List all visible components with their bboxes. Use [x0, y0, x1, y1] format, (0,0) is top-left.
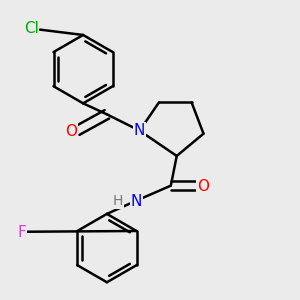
Text: H: H — [113, 194, 123, 208]
Text: N: N — [131, 194, 142, 208]
Text: F: F — [17, 225, 26, 240]
Text: N: N — [134, 123, 145, 138]
Text: O: O — [65, 124, 77, 139]
Text: Cl: Cl — [24, 21, 38, 36]
Text: O: O — [197, 179, 209, 194]
